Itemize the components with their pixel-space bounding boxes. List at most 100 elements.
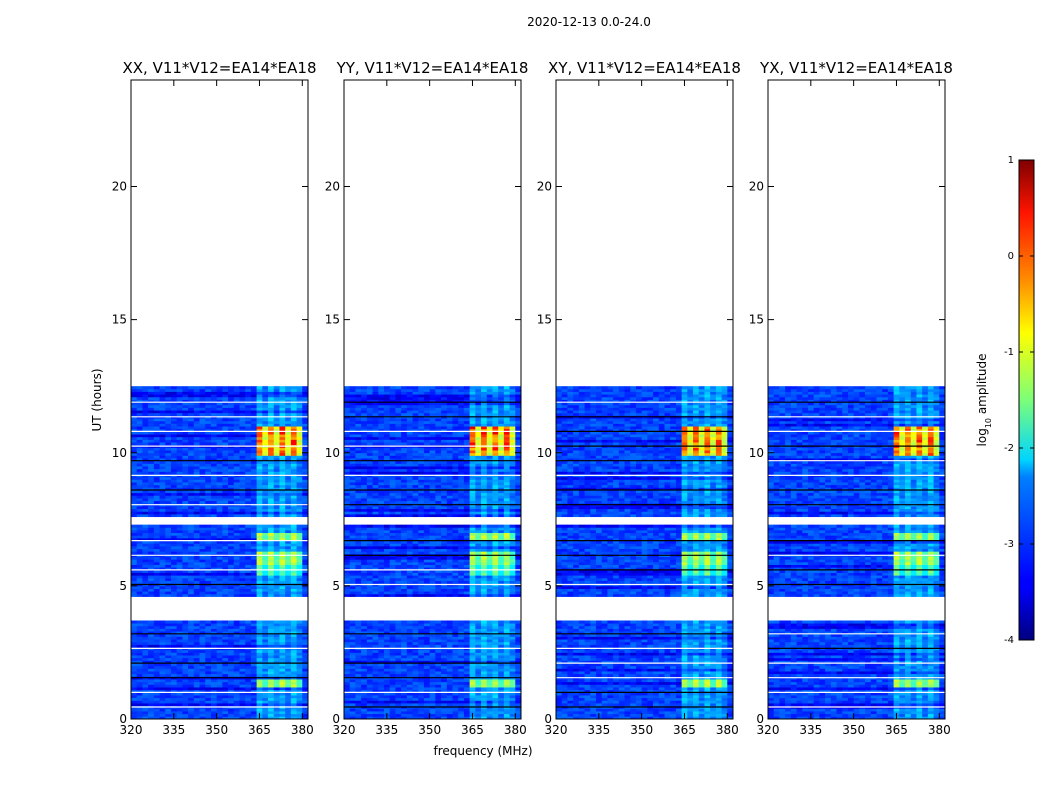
heatmap-cell: [481, 575, 487, 578]
heatmap-cell: [367, 655, 373, 658]
heatmap-cell: [239, 466, 245, 469]
heatmap-cell: [142, 450, 148, 453]
heatmap-cell: [297, 455, 303, 458]
heatmap-cell: [205, 469, 211, 472]
heatmap-cell: [148, 703, 154, 706]
heatmap-cell: [492, 674, 498, 677]
heatmap-cell: [302, 482, 308, 485]
heatmap-cell: [222, 509, 228, 512]
heatmap-cell: [350, 698, 356, 701]
heatmap-cell: [148, 426, 154, 429]
heatmap-cell: [401, 714, 407, 717]
heatmap-cell: [251, 442, 257, 445]
heatmap-cell: [234, 557, 240, 560]
heatmap-cell: [251, 535, 257, 538]
heatmap-cell: [291, 620, 297, 623]
heatmap-cell: [257, 511, 263, 514]
heatmap-cell: [154, 530, 160, 533]
heatmap-cell: [291, 389, 297, 392]
heatmap-cell: [302, 455, 308, 458]
heatmap-cell: [217, 471, 223, 474]
heatmap-cell: [239, 442, 245, 445]
heatmap-cell: [148, 511, 154, 514]
heatmap-cell: [171, 644, 177, 647]
heatmap-cell: [205, 389, 211, 392]
heatmap-cell: [251, 589, 257, 592]
heatmap-cell: [154, 479, 160, 482]
heatmap-cell: [200, 703, 206, 706]
heatmap-cell: [373, 639, 379, 642]
heatmap-cell: [200, 586, 206, 589]
heatmap-cell: [251, 525, 257, 528]
heatmap-cell: [177, 525, 183, 528]
heatmap-cell: [452, 655, 458, 658]
heatmap-cell: [413, 658, 419, 661]
heatmap-cell: [274, 652, 280, 655]
heatmap-cell: [177, 639, 183, 642]
heatmap-cell: [262, 426, 268, 429]
heatmap-cell: [373, 620, 379, 623]
heatmap-cell: [487, 620, 493, 623]
heatmap-cell: [285, 423, 291, 426]
heatmap-cell: [188, 565, 194, 568]
heatmap-cell: [160, 628, 166, 631]
heatmap-cell: [504, 703, 510, 706]
heatmap-cell: [137, 586, 143, 589]
heatmap-cell: [245, 575, 251, 578]
heatmap-cell: [205, 557, 211, 560]
heatmap-cell: [510, 658, 516, 661]
heatmap-cell: [182, 546, 188, 549]
heatmap-cell: [239, 514, 245, 517]
heatmap-cell: [222, 652, 228, 655]
heatmap-cell: [452, 581, 458, 584]
heatmap-cell: [165, 501, 171, 504]
heatmap-cell: [424, 679, 430, 682]
heatmap-cell: [373, 668, 379, 671]
heatmap-cell: [274, 426, 280, 429]
heatmap-cell: [182, 437, 188, 440]
heatmap-cell: [262, 463, 268, 466]
heatmap-cell: [291, 565, 297, 568]
heatmap-cell: [297, 700, 303, 703]
heatmap-cell: [257, 687, 263, 690]
heatmap-cell: [274, 389, 280, 392]
heatmap-cell: [441, 695, 447, 698]
heatmap-cell: [182, 535, 188, 538]
heatmap-cell: [217, 687, 223, 690]
heatmap-cell: [487, 668, 493, 671]
heatmap-cell: [171, 506, 177, 509]
heatmap-cell: [481, 623, 487, 626]
heatmap-cell: [413, 650, 419, 653]
heatmap-cell: [211, 405, 217, 408]
heatmap-cell: [245, 439, 251, 442]
heatmap-cell: [350, 639, 356, 642]
heatmap-cell: [200, 410, 206, 413]
heatmap-cell: [200, 644, 206, 647]
heatmap-cell: [137, 471, 143, 474]
heatmap-cell: [131, 493, 137, 496]
heatmap-cell: [361, 620, 367, 623]
heatmap-cell: [222, 386, 228, 389]
heatmap-cell: [268, 575, 274, 578]
heatmap-cell: [211, 469, 217, 472]
heatmap-cell: [205, 578, 211, 581]
heatmap-cell: [234, 397, 240, 400]
heatmap-cell: [452, 708, 458, 711]
heatmap-cell: [378, 711, 384, 714]
heatmap-cell: [257, 535, 263, 538]
heatmap-cell: [470, 666, 476, 669]
heatmap-cell: [297, 687, 303, 690]
heatmap-cell: [268, 557, 274, 560]
heatmap-cell: [245, 581, 251, 584]
heatmap-cell: [302, 501, 308, 504]
heatmap-cell: [262, 642, 268, 645]
heatmap-cell: [188, 674, 194, 677]
heatmap-cell: [205, 581, 211, 584]
heatmap-cell: [148, 695, 154, 698]
heatmap-cell: [452, 679, 458, 682]
heatmap-cell: [234, 644, 240, 647]
heatmap-cell: [239, 511, 245, 514]
heatmap-cell: [234, 559, 240, 562]
heatmap-cell: [205, 682, 211, 685]
